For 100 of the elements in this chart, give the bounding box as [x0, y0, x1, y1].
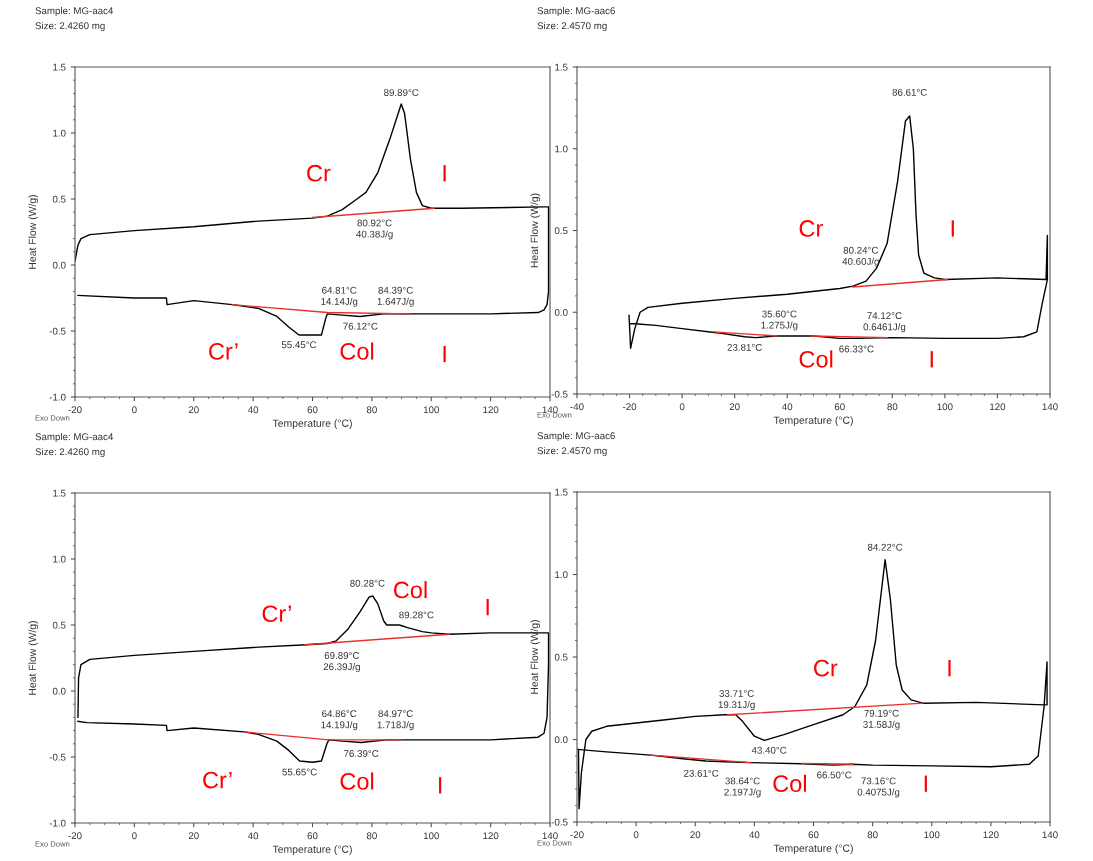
x-axis-title: Temperature (°C)	[773, 416, 853, 426]
annotation: Cr	[307, 164, 331, 182]
chart-subtitle: Size: 2.4260 mg	[35, 22, 105, 32]
y-tick-label: -0.5	[49, 753, 66, 761]
x-tick-label: -20	[68, 832, 82, 840]
annotation: 73.16°C 0.4075J/g	[857, 777, 900, 798]
x-tick-label: -20	[622, 403, 637, 411]
annotation: 55.65°C	[282, 768, 317, 776]
annotation: 23.61°C	[684, 769, 719, 777]
y-tick-label: -0.5	[49, 327, 66, 335]
y-tick-label: 1.0	[53, 555, 66, 563]
annotation: 84.97°C 1.718J/g	[377, 710, 414, 731]
x-axis-title: Temperature (°C)	[272, 419, 352, 429]
y-tick-label: 0.5	[554, 227, 568, 235]
annotation: 80.92°C 40.38J/g	[356, 219, 393, 240]
annotation: 69.89°C 26.39J/g	[323, 652, 360, 673]
x-tick-label: 60	[307, 832, 318, 840]
x-tick-label: 40	[247, 832, 259, 840]
annotation: 84.39°C 1.647J/g	[377, 286, 414, 307]
x-tick-label: 20	[690, 831, 701, 839]
annotation: Cr	[814, 659, 838, 677]
y-tick-label: 1.5	[53, 489, 66, 497]
annotation: I	[930, 351, 933, 368]
annotation: 80.28°C	[350, 579, 385, 587]
annotation: 43.40°C	[751, 746, 787, 754]
y-tick-label: 0.5	[52, 195, 66, 203]
y-tick-label: 1.5	[555, 488, 568, 496]
annotation: 66.33°C	[839, 345, 874, 353]
annotation: 79.19°C 31.58J/g	[863, 709, 900, 730]
x-tick-label: 120	[983, 831, 999, 839]
annotation: 66.50°C	[817, 771, 852, 779]
chart-title: Sample: MG-aac4	[35, 7, 114, 17]
annotation: 89.89°C	[384, 89, 419, 97]
y-tick-label: 1.5	[53, 63, 66, 71]
x-tick-label: 0	[679, 403, 685, 411]
x-tick-label: 100	[423, 832, 439, 840]
x-tick-label: 140	[1042, 831, 1058, 839]
y-tick-label: 1.0	[53, 129, 66, 137]
annotation: I	[948, 660, 951, 677]
y-tick-label: 1.5	[555, 63, 568, 71]
annotation: I	[486, 599, 489, 616]
annotation: Cr’	[203, 771, 232, 789]
annotation: Col	[393, 580, 427, 599]
x-tick-label: 60	[834, 403, 845, 411]
y-tick-label: 0.0	[554, 736, 568, 744]
annotation: Cr’	[262, 605, 291, 623]
y-tick-label: 1.0	[555, 145, 568, 153]
y-axis-title: Heat Flow (W/g)	[28, 195, 39, 269]
x-tick-label: 60	[808, 831, 819, 839]
annotation: Col	[773, 774, 806, 793]
x-tick-label: 0	[633, 831, 639, 839]
x-tick-label: 20	[729, 403, 740, 411]
x-tick-label: 140	[1042, 403, 1058, 411]
y-axis-title: Heat Flow (W/g)	[28, 621, 39, 695]
annotation: 64.86°C 14.19J/g	[321, 710, 358, 731]
line-series	[75, 103, 550, 336]
x-tick-label: 100	[423, 406, 439, 414]
annotation: 89.28°C	[399, 611, 434, 619]
annotation: 86.61°C	[892, 88, 927, 96]
annotation: 74.12°C 0.6461J/g	[863, 312, 906, 333]
annotation: I	[443, 345, 446, 363]
x-tick-label: 0	[132, 406, 137, 414]
annotation: 84.22°C	[867, 543, 903, 551]
annotation: Col	[340, 772, 374, 790]
annotation: 76.12°C	[343, 322, 378, 330]
annotation: 35.60°C 1.275J/g	[761, 310, 798, 331]
y-tick-label: -1.0	[49, 819, 66, 827]
annotation: Col	[799, 350, 833, 368]
annotation: I	[443, 165, 446, 182]
x-tick-label: 40	[782, 403, 793, 411]
annotation: I	[951, 220, 954, 237]
annotation: 55.45°C	[281, 341, 317, 349]
x-tick-label: 140	[542, 832, 558, 840]
chart-subtitle: Size: 2.4570 mg	[537, 447, 607, 457]
y-tick-label: 0.0	[554, 308, 568, 316]
x-axis-title: Temperature (°C)	[773, 844, 853, 854]
annotation: 80.24°C 40.60J/g	[842, 246, 879, 267]
x-tick-label: 20	[188, 406, 199, 414]
x-tick-label: 100	[924, 831, 940, 839]
annotation: 33.71°C 19.31J/g	[718, 690, 755, 711]
y-tick-label: 0.0	[52, 687, 66, 695]
annotation: Col	[340, 342, 374, 360]
x-tick-label: 80	[366, 406, 377, 414]
x-tick-label: 120	[483, 406, 499, 414]
x-tick-label: 120	[990, 403, 1006, 411]
x-tick-label: -40	[570, 403, 584, 411]
annotation: I	[924, 775, 927, 792]
x-tick-label: 20	[188, 832, 199, 840]
x-tick-label: -20	[68, 406, 82, 414]
chart-title: Sample: MG-aac6	[537, 7, 615, 17]
chart-title: Sample: MG-aac4	[35, 433, 114, 443]
y-axis-title: Heat Flow (W/g)	[530, 193, 541, 268]
x-tick-label: 40	[749, 831, 760, 839]
annotation: Cr’	[209, 343, 238, 360]
x-tick-label: -20	[570, 831, 584, 839]
y-tick-label: -0.5	[551, 818, 568, 826]
chart-subtitle: Size: 2.4260 mg	[35, 448, 105, 458]
annotation: 76.39°C	[344, 750, 379, 757]
y-tick-label: -1.0	[49, 393, 66, 401]
y-tick-label: -0.5	[551, 390, 568, 398]
